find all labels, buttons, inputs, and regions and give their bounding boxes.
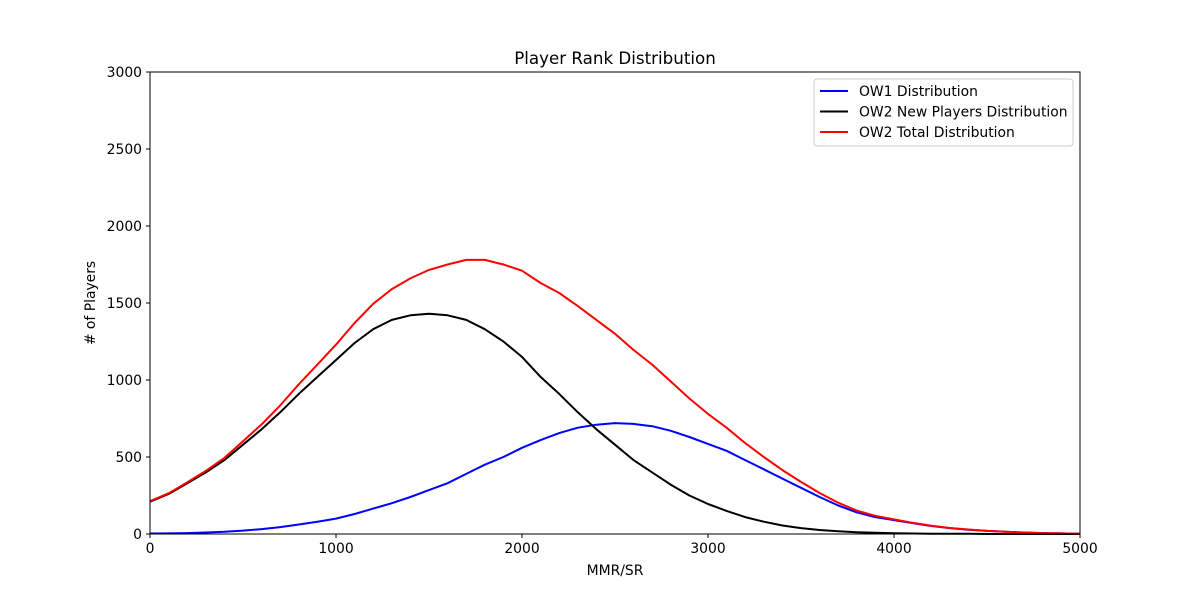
y-tick-label: 1500 (107, 296, 142, 312)
x-tick-label: 4000 (876, 541, 911, 557)
y-tick-label: 500 (115, 450, 142, 466)
y-tick-label: 2000 (107, 219, 142, 235)
y-axis: 0 500 1000 1500 2000 2500 3000 (107, 65, 150, 543)
y-tick-label: 3000 (107, 65, 142, 81)
y-tick-label: 1000 (107, 373, 142, 389)
legend-label-2: OW2 New Players Distribution (859, 105, 1068, 121)
x-tick-label: 5000 (1062, 541, 1097, 557)
legend: OW1 Distribution OW2 New Players Distribu… (813, 78, 1074, 147)
series-line-3 (149, 258, 1081, 535)
x-tick-label: 1000 (318, 541, 353, 557)
x-tick-label: 3000 (690, 541, 725, 557)
legend-label-3: OW2 Total Distribution (859, 125, 1015, 141)
x-axis-label: MMR/SR (587, 563, 644, 579)
y-tick-label: 0 (133, 527, 142, 543)
x-tick-label: 2000 (504, 541, 539, 557)
x-tick-label: 0 (146, 541, 155, 557)
chart-title: Player Rank Distribution (514, 48, 716, 68)
legend-box (813, 78, 1074, 147)
legend-label-1: OW1 Distribution (859, 84, 978, 100)
y-axis-label: # of Players (83, 261, 99, 345)
y-tick-label: 2500 (107, 142, 142, 158)
x-axis: 0 1000 2000 3000 4000 5000 (146, 534, 1098, 557)
